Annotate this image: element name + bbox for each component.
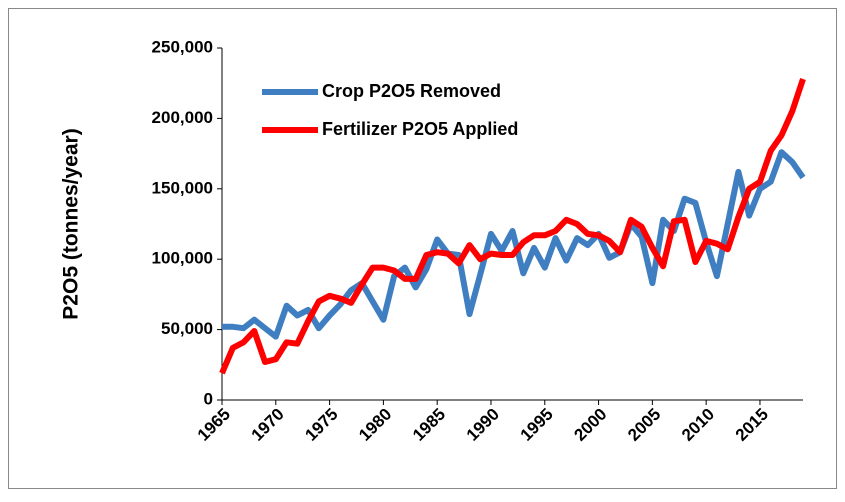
y-tick-label: 50,000	[161, 319, 213, 338]
x-tick-label: 2000	[570, 405, 610, 445]
x-tick-label: 2010	[678, 405, 718, 445]
x-tick-label: 1990	[463, 405, 503, 445]
x-tick-label: 2005	[624, 405, 664, 445]
y-tick-label: 150,000	[152, 178, 213, 197]
legend-label: Crop P2O5 Removed	[322, 81, 501, 101]
x-tick-label: 1985	[409, 405, 449, 445]
y-tick-label: 250,000	[152, 37, 213, 56]
x-tick-label: 1975	[301, 405, 341, 445]
y-tick-label: 200,000	[152, 108, 213, 127]
y-tick-label: 100,000	[152, 249, 213, 268]
data-line	[219, 78, 806, 375]
x-tick-label: 1980	[355, 405, 395, 445]
legend-label: Fertilizer P2O5 Applied	[322, 119, 518, 139]
y-tick-label: 0	[204, 389, 213, 408]
x-tick-label: 2015	[732, 405, 772, 445]
x-tick-label: 1995	[517, 405, 557, 445]
chart-border	[8, 8, 837, 489]
x-tick-label: 1965	[194, 405, 234, 445]
x-tick-label: 1970	[248, 405, 288, 445]
y-axis-label: P2O5 (tonnes/year)	[60, 128, 83, 319]
